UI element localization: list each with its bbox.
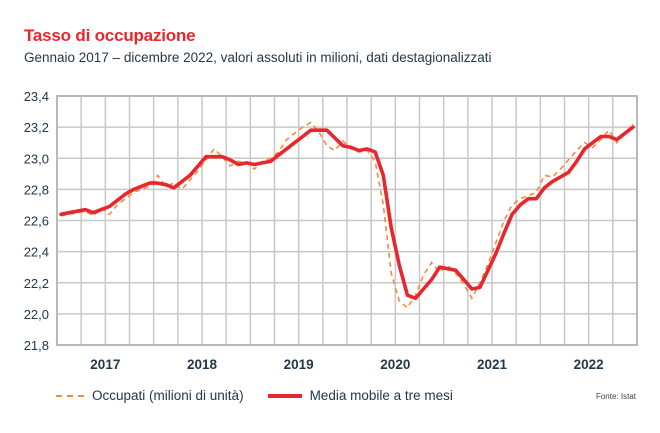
y-tick-label: 23,0 <box>24 151 49 166</box>
y-tick-label: 23,2 <box>24 120 49 135</box>
legend-label-occupati: Occupati (milioni di unità) <box>92 388 244 403</box>
y-tick-label: 22,8 <box>24 182 49 197</box>
y-tick-label: 22,2 <box>24 276 49 291</box>
x-tick-label: 2022 <box>574 357 604 372</box>
x-tick-label: 2019 <box>284 357 314 372</box>
y-tick-label: 21,8 <box>24 338 49 353</box>
y-tick-label: 22,6 <box>24 214 49 229</box>
x-tick-label: 2018 <box>187 357 218 372</box>
legend-label-media-mobile: Media mobile a tre mesi <box>309 388 453 403</box>
x-tick-label: 2020 <box>380 357 410 372</box>
chart-title: Tasso di occupazione <box>24 26 196 45</box>
series-line-occupati <box>60 121 634 309</box>
plot-frame <box>56 95 638 346</box>
series-line-media-mobile <box>59 125 635 301</box>
legend-item-occupati: Occupati (milioni di unità) <box>56 388 244 403</box>
y-axis-ticks: 21,8 22,0 22,2 22,4 22,6 22,8 23,0 23,2 23,4 <box>24 89 49 353</box>
solid-line-swatch-icon <box>267 393 302 398</box>
x-tick-label: 2021 <box>477 357 508 372</box>
y-tick-label: 22,0 <box>24 307 49 322</box>
y-tick-label: 22,4 <box>24 245 49 260</box>
source-note: Fonte: Istat <box>595 392 636 401</box>
x-tick-label: 2017 <box>90 357 120 372</box>
dashed-line-swatch-icon <box>56 394 84 397</box>
y-tick-label: 23,4 <box>24 89 49 104</box>
series-lines <box>59 121 635 309</box>
legend-item-media-mobile: Media mobile a tre mesi <box>267 388 453 403</box>
x-axis-ticks: 2017 2018 2019 2020 2021 2022 <box>90 357 603 372</box>
grid <box>57 95 637 346</box>
legend: Occupati (milioni di unità) Media mobile… <box>56 388 477 403</box>
chart-subtitle: Gennaio 2017 – dicembre 2022, valori ass… <box>24 50 492 65</box>
